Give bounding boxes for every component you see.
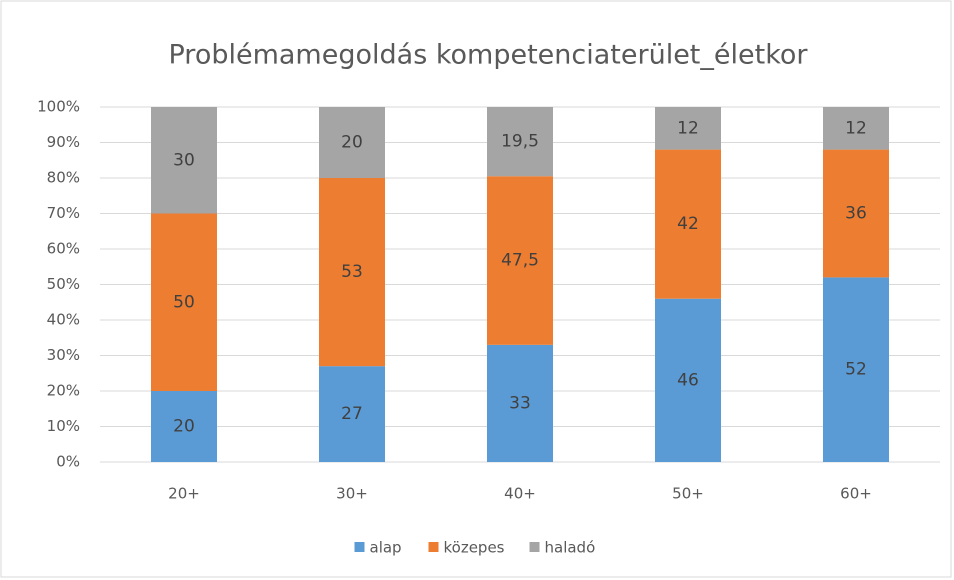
data-label: 53 xyxy=(341,262,363,282)
y-tick-label: 100% xyxy=(37,98,80,116)
bar-segment xyxy=(319,366,385,462)
bar-segment xyxy=(655,149,721,299)
x-tick-label: 30+ xyxy=(336,485,368,503)
data-label: 19,5 xyxy=(501,132,539,152)
legend-label: közepes xyxy=(444,539,505,557)
bar-segment xyxy=(151,391,217,462)
legend-swatch xyxy=(529,542,540,552)
bar-segment xyxy=(487,176,553,345)
y-tick-label: 30% xyxy=(47,346,80,364)
data-label: 30 xyxy=(173,150,195,170)
data-label: 33 xyxy=(509,393,531,413)
y-tick-label: 70% xyxy=(47,204,80,222)
bar-segment xyxy=(823,149,889,278)
bar-segment xyxy=(823,107,889,150)
x-tick-label: 40+ xyxy=(504,485,536,503)
data-label: 46 xyxy=(677,370,699,390)
bar-segment xyxy=(319,178,385,367)
bar-segment xyxy=(823,277,889,462)
legend-swatch xyxy=(354,542,365,552)
data-label: 36 xyxy=(845,204,867,224)
y-tick-label: 60% xyxy=(47,240,80,258)
data-label: 47,5 xyxy=(501,251,539,271)
data-label: 12 xyxy=(677,118,699,138)
legend-label: haladó xyxy=(545,539,596,557)
data-label: 20 xyxy=(341,133,363,153)
data-label: 12 xyxy=(845,118,867,138)
bar-segment xyxy=(655,107,721,150)
data-label: 27 xyxy=(341,404,363,424)
legend-swatch xyxy=(428,542,439,552)
bar-segment xyxy=(655,298,721,462)
x-tick-label: 20+ xyxy=(168,485,200,503)
data-label: 52 xyxy=(845,360,867,380)
legend-label: alap xyxy=(370,539,402,557)
bar-segment xyxy=(151,107,217,214)
data-label: 42 xyxy=(677,214,699,234)
y-tick-label: 0% xyxy=(56,453,80,471)
y-tick-label: 50% xyxy=(47,275,80,293)
bar-segment xyxy=(151,213,217,391)
data-label: 50 xyxy=(173,292,195,312)
y-tick-label: 90% xyxy=(47,133,80,151)
bar-segment xyxy=(487,107,553,177)
y-tick-label: 40% xyxy=(47,311,80,329)
x-tick-label: 60+ xyxy=(840,485,872,503)
y-tick-label: 20% xyxy=(47,382,80,400)
bar-segment xyxy=(487,344,553,462)
chart-title: Problémamegoldás kompetenciaterület_élet… xyxy=(169,40,809,71)
bar-segment xyxy=(319,107,385,178)
data-label: 20 xyxy=(173,417,195,437)
x-tick-label: 50+ xyxy=(672,485,704,503)
y-tick-label: 80% xyxy=(47,169,80,187)
y-tick-label: 10% xyxy=(47,417,80,435)
